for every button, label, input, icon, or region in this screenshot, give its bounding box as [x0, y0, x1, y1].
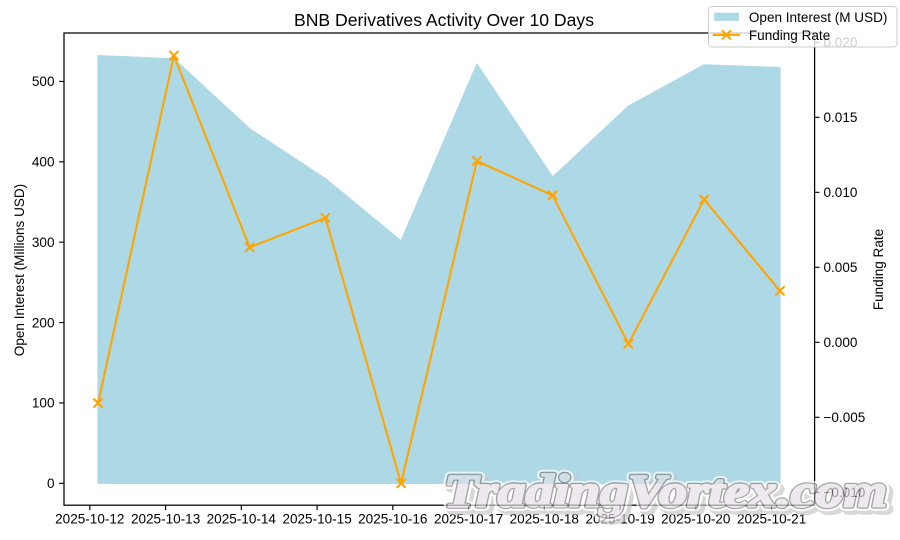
- svg-text:200: 200: [32, 315, 55, 330]
- svg-text:2025-10-16: 2025-10-16: [358, 511, 427, 526]
- svg-text:2025-10-13: 2025-10-13: [131, 511, 200, 526]
- svg-text:TradingVortex.com: TradingVortex.com: [448, 469, 891, 521]
- svg-text:0.010: 0.010: [824, 185, 858, 200]
- svg-text:Open Interest (M USD): Open Interest (M USD): [749, 10, 888, 25]
- svg-text:TradingVortex.com: TradingVortex.com: [444, 466, 887, 518]
- svg-text:0.000: 0.000: [824, 335, 858, 350]
- svg-text:Funding Rate: Funding Rate: [871, 229, 886, 310]
- svg-text:−0.010: −0.010: [824, 485, 866, 500]
- svg-text:2025-10-15: 2025-10-15: [282, 511, 351, 526]
- svg-text:0.005: 0.005: [824, 260, 858, 275]
- svg-text:BNB Derivatives Activity Over: BNB Derivatives Activity Over 10 Days: [294, 10, 594, 30]
- svg-text:Funding Rate: Funding Rate: [749, 28, 830, 43]
- svg-text:2025-10-21: 2025-10-21: [737, 511, 806, 526]
- svg-text:2025-10-19: 2025-10-19: [585, 511, 654, 526]
- svg-text:TradingVortex.com: TradingVortex.com: [444, 466, 887, 518]
- svg-text:2025-10-18: 2025-10-18: [510, 511, 579, 526]
- svg-text:2025-10-17: 2025-10-17: [434, 511, 503, 526]
- svg-text:400: 400: [32, 155, 55, 170]
- svg-text:500: 500: [32, 74, 55, 89]
- svg-text:2025-10-20: 2025-10-20: [661, 511, 730, 526]
- svg-text:0: 0: [47, 476, 55, 491]
- svg-text:100: 100: [32, 396, 55, 411]
- svg-text:−0.005: −0.005: [824, 410, 866, 425]
- svg-text:300: 300: [32, 235, 55, 250]
- svg-text:Open Interest (Millions USD): Open Interest (Millions USD): [12, 184, 27, 356]
- svg-text:2025-10-12: 2025-10-12: [55, 511, 124, 526]
- svg-text:TradingVortex.com: TradingVortex.com: [444, 466, 887, 518]
- svg-text:0.015: 0.015: [824, 110, 858, 125]
- svg-text:2025-10-14: 2025-10-14: [207, 511, 277, 526]
